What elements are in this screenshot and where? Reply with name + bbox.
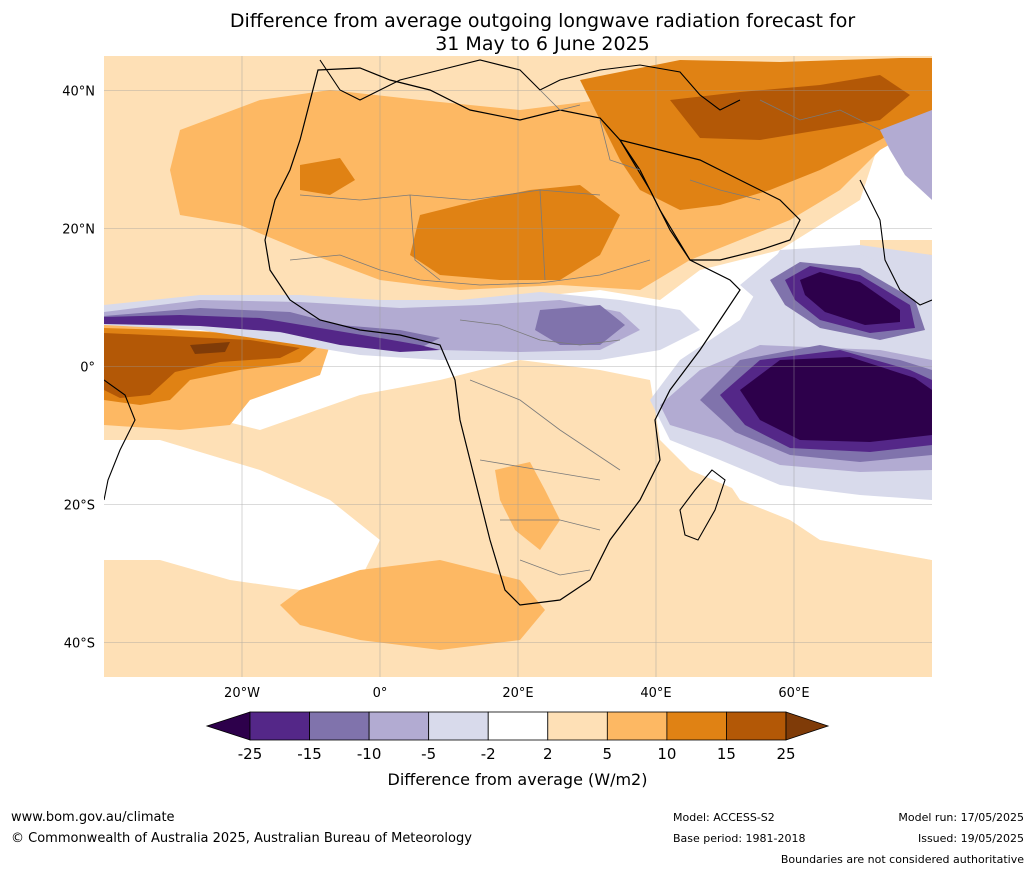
madagascar-coastline [679, 469, 726, 541]
colorbar-bin [368, 711, 430, 741]
map-plot-area [104, 56, 932, 677]
colorbar-label: Difference from average (W/m2) [387, 770, 648, 789]
longitude-labels: 20°W 0° 20°E 40°E 60°E [224, 686, 810, 701]
colorbar-tick-label: 25 [776, 745, 795, 763]
lat-tick-label: 0° [80, 361, 95, 376]
colorbar-tick-label: -25 [238, 745, 263, 763]
anomaly-region-darkest-purple-arabian [800, 272, 900, 325]
colorbar-bin [428, 711, 489, 741]
lon-tick-label: 20°E [502, 686, 533, 701]
lon-tick-label: 0° [373, 686, 388, 701]
anomaly-region-brown-atlantic [104, 333, 300, 398]
colorbar-tick-label: 10 [657, 745, 676, 763]
colorbar-extend-high [785, 711, 830, 741]
lon-tick-label: 60°E [778, 686, 809, 701]
anomaly-region-dark-orange-sahara [410, 185, 620, 280]
colorbar-tick-label: 2 [543, 745, 553, 763]
colorbar-bin [249, 711, 310, 741]
title-line-2: 31 May to 6 June 2025 [435, 33, 650, 55]
colorbar-bin [547, 711, 608, 741]
footer-website: www.bom.gov.au/climate [11, 810, 175, 825]
south-america-coastline [104, 379, 136, 501]
anomaly-region-neutral-indian [720, 470, 932, 560]
colorbar-tick-label: -15 [297, 745, 322, 763]
gridlines [104, 56, 932, 677]
colorbar-bin [606, 711, 668, 741]
colorbar-extend-low [205, 711, 251, 741]
anomaly-region-deepest-brown [190, 342, 230, 354]
colorbar-tick-label: 5 [603, 745, 613, 763]
anomaly-region-darkest-purple-indian [740, 357, 932, 442]
colorbar-tick-label: -5 [421, 745, 436, 763]
anomaly-region-purple-himalaya [880, 110, 932, 200]
lon-tick-label: 40°E [640, 686, 671, 701]
anomaly-region-orange-south-africa [280, 560, 545, 650]
lat-tick-label: 40°N [62, 85, 95, 100]
colorbar-tick-label: -10 [357, 745, 382, 763]
footer-copyright: © Commonwealth of Australia 2025, Austra… [11, 831, 472, 846]
colorbar-bin [487, 711, 549, 741]
colorbar-bin [726, 711, 787, 741]
footer-model-run: Model run: 17/05/2025 [898, 811, 1024, 824]
title-line-1: Difference from average outgoing longwav… [229, 10, 856, 32]
footer-base-period: Base period: 1981-2018 [673, 832, 806, 845]
colorbar-bin [666, 711, 727, 741]
anomaly-region-brown-middle-east [670, 75, 910, 140]
anomaly-region-dark-orange-westafrica [300, 158, 355, 195]
anomaly-region-orange-south-central [495, 462, 560, 550]
anomaly-region-dark-purple-gulf-guinea [104, 315, 440, 352]
lat-tick-label: 40°S [64, 637, 95, 652]
lon-tick-label: 20°W [224, 686, 260, 701]
colorbar-bin [309, 711, 370, 741]
country-boundaries [289, 89, 881, 576]
colorbar-tick-label: -2 [481, 745, 496, 763]
colorbar-tick-label: 15 [717, 745, 736, 763]
map-title: Difference from average outgoing longwav… [0, 10, 1035, 56]
latitude-labels: 40°N 20°N 0° 20°S 40°S [62, 85, 95, 652]
anomaly-region-mid-purple-east-africa [535, 305, 625, 345]
arabia-coastline [618, 139, 801, 261]
lat-tick-label: 20°N [62, 223, 95, 238]
africa-coastline [264, 67, 741, 606]
colorbar: -25 -15 -10 -5 -2 2 5 10 15 25 [205, 711, 830, 763]
footer-model: Model: ACCESS-S2 [673, 811, 775, 824]
lat-tick-label: 20°S [64, 499, 95, 514]
footer-boundaries: Boundaries are not considered authoritat… [780, 853, 1024, 866]
india-coastline [859, 179, 932, 306]
footer-issued: Issued: 19/05/2025 [917, 832, 1024, 845]
